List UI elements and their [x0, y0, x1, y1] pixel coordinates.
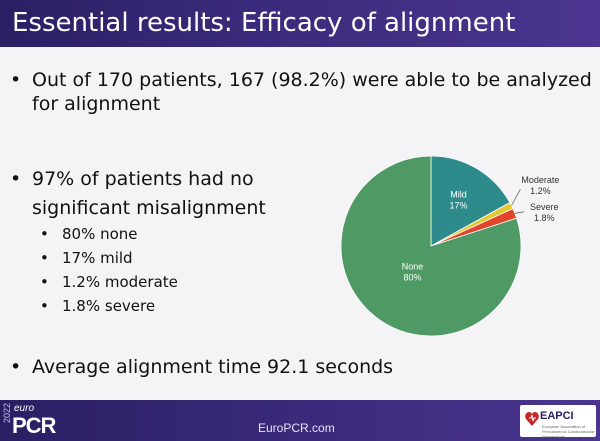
sub-bullet: • 1.8% severe [40, 297, 156, 315]
bullet-dot: • [10, 168, 22, 190]
bullet-text-cont: significant misalignment [32, 197, 266, 219]
eapci-sublabel: European Association of Percutaneous Car… [542, 424, 595, 439]
bullet-text: 97% of patients had no [32, 168, 254, 190]
bullet-dot: • [10, 69, 22, 91]
bullet-no-misalignment: • 97% of patients had no significant misa… [10, 165, 310, 223]
sub-bullet: • 80% none [40, 225, 138, 243]
footer-url: EuroPCR.com [258, 421, 335, 435]
bullet-text-cont: for alignment [32, 93, 161, 115]
europcr-logo: PCR [12, 413, 56, 438]
bullet-dot: • [10, 356, 22, 378]
footer-euro: euro [14, 403, 35, 414]
bullet-text: Average alignment time 92.1 seconds [32, 356, 394, 378]
footer-bar [0, 400, 600, 441]
heart-icon [525, 412, 539, 426]
title-bar [0, 0, 600, 47]
bullet-patients-analyzed: • Out of 170 patients, 167 (98.2%) were a… [10, 68, 595, 116]
bullet-alignment-time: • Average alignment time 92.1 seconds [10, 356, 393, 378]
footer-year: 2022 [2, 403, 12, 424]
slide-title: Essential results: Efficacy of alignment [12, 8, 516, 38]
sub-bullet: • 17% mild [40, 249, 133, 267]
sub-bullet: • 1.2% moderate [40, 273, 178, 291]
bullet-text: Out of 170 patients, 167 (98.2%) were ab… [32, 69, 592, 91]
eapci-label: EAPCI [540, 410, 574, 422]
